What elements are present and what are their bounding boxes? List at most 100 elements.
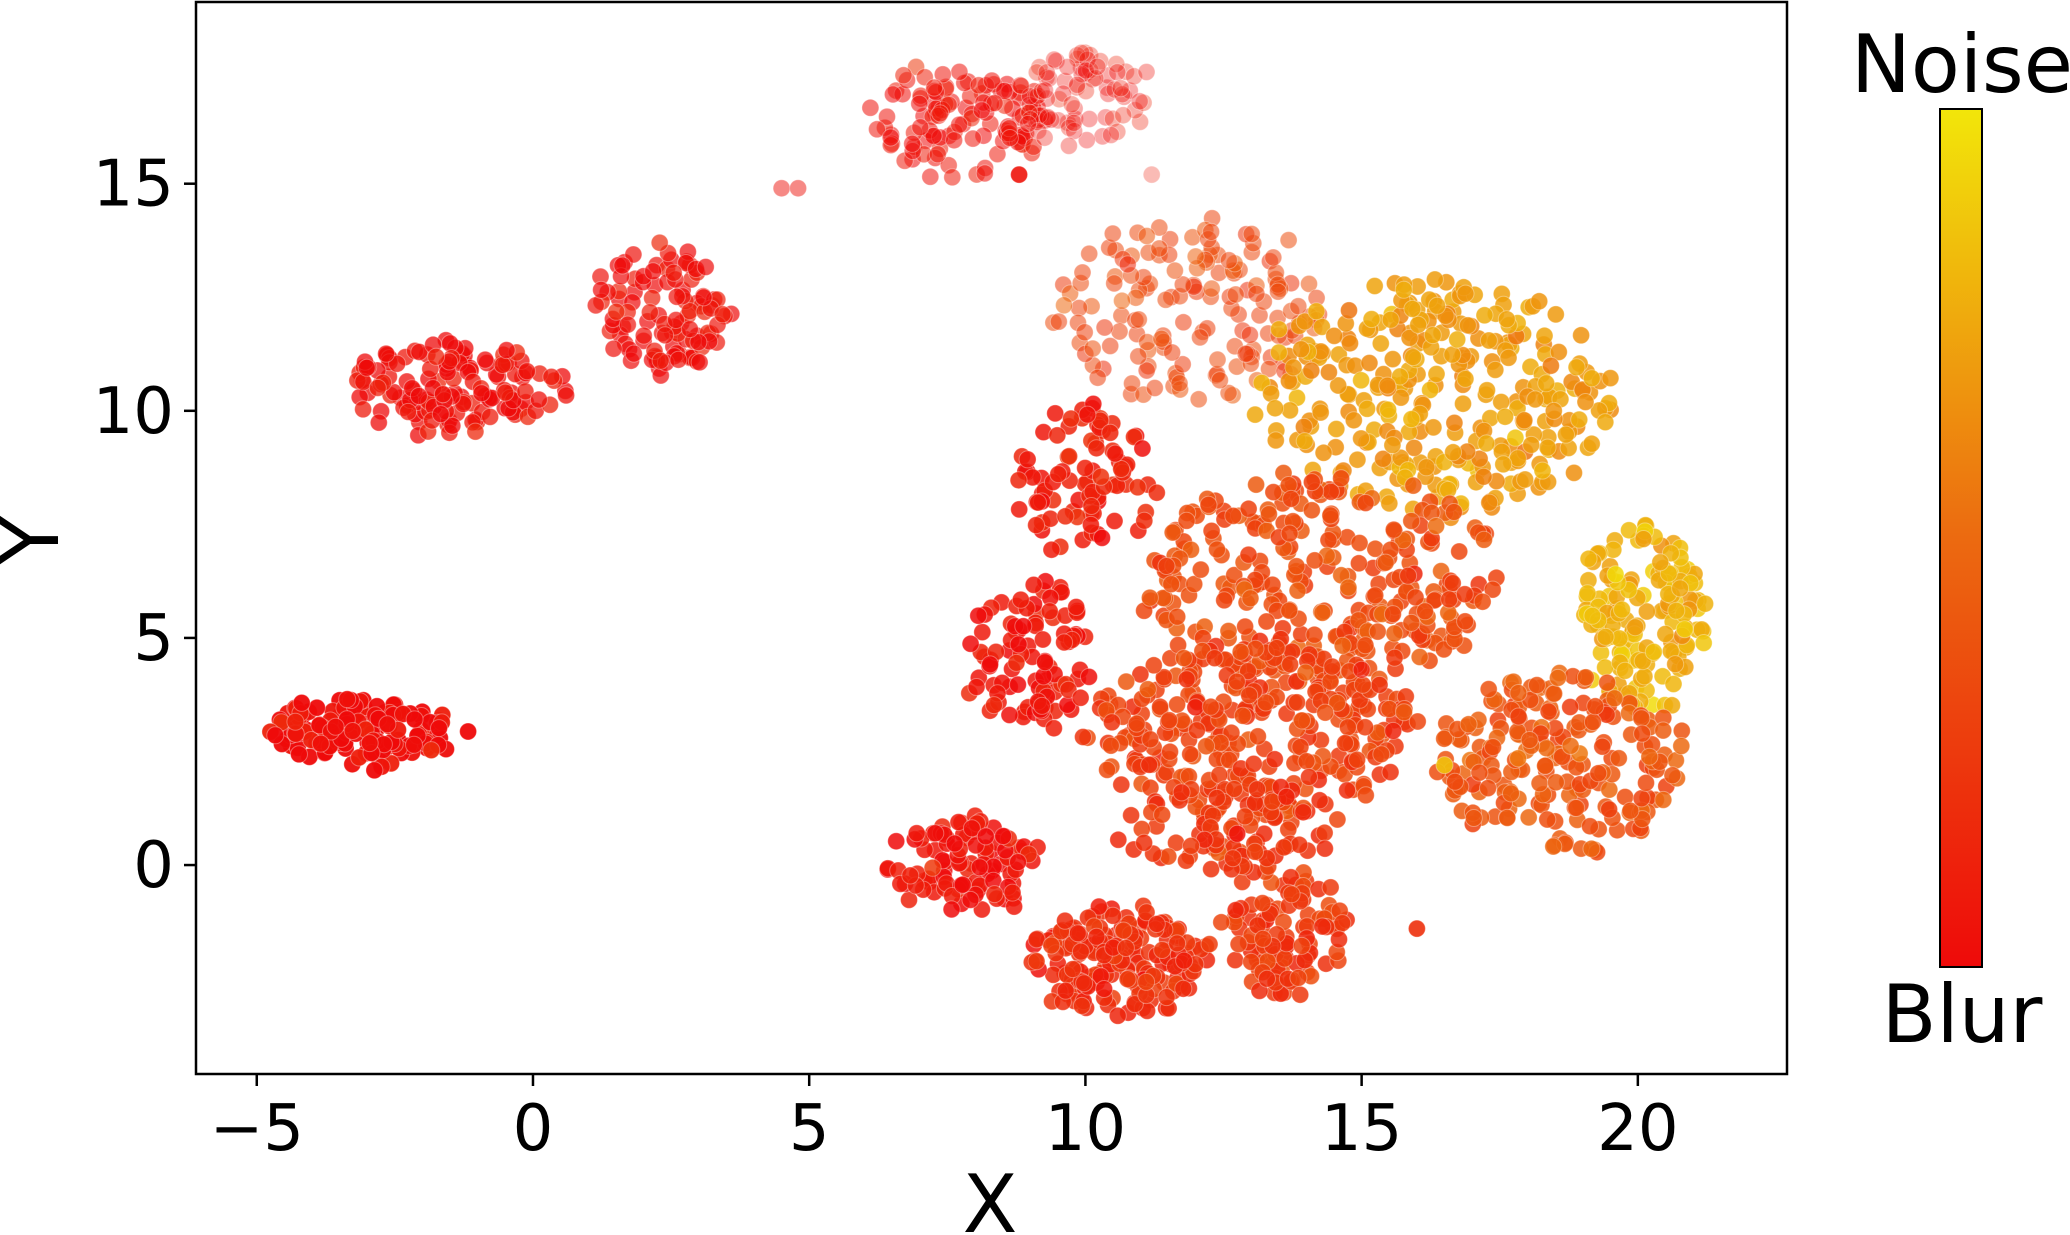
scatter-point xyxy=(923,858,942,877)
scatter-point xyxy=(1519,808,1538,827)
scatter-point xyxy=(1021,110,1040,129)
scatter-point xyxy=(1225,566,1244,585)
scatter-point xyxy=(1666,655,1685,674)
scatter-point xyxy=(493,356,512,374)
scatter-point xyxy=(1247,284,1266,303)
scatter-point xyxy=(1496,407,1515,426)
scatter-point xyxy=(1274,838,1293,857)
scatter-point xyxy=(1499,348,1518,367)
scatter-point xyxy=(1410,648,1429,666)
scatter-point xyxy=(1434,640,1453,659)
scatter-point xyxy=(1101,736,1120,755)
scatter-point xyxy=(516,382,535,401)
scatter-point xyxy=(1174,979,1193,998)
scatter-point xyxy=(1075,323,1094,342)
scatter-point xyxy=(696,258,715,276)
scatter-point xyxy=(292,693,311,712)
scatter-point xyxy=(1202,860,1221,879)
scatter-point xyxy=(1177,511,1196,530)
scatter-point xyxy=(656,326,675,345)
scatter-point xyxy=(1616,661,1634,680)
scatter-point xyxy=(1409,315,1428,334)
colorbar: Noise Blur xyxy=(1851,18,2070,1061)
scatter-point xyxy=(1352,429,1371,448)
scatter-point xyxy=(1173,275,1192,294)
scatter-point xyxy=(1137,361,1156,380)
scatter-point xyxy=(1077,131,1096,150)
scatter-point xyxy=(1122,806,1141,825)
scatter-point xyxy=(1265,750,1284,769)
scatter-point xyxy=(1027,952,1046,971)
scatter-point xyxy=(961,890,980,909)
scatter-point xyxy=(921,167,940,186)
scatter-point xyxy=(1259,505,1278,524)
scatter-point xyxy=(1379,400,1398,419)
scatter-point xyxy=(1546,305,1565,324)
scatter-point xyxy=(365,761,384,780)
scatter-point xyxy=(1473,592,1492,611)
scatter-point xyxy=(1417,458,1436,477)
scatter-point xyxy=(1356,718,1375,737)
scatter-point xyxy=(1486,360,1505,379)
scatter-point xyxy=(1444,443,1463,462)
scatter-point xyxy=(1288,581,1307,600)
scatter-point xyxy=(357,358,376,377)
scatter-point xyxy=(1567,358,1586,377)
scatter-point xyxy=(1328,810,1347,829)
scatter-point xyxy=(1020,95,1039,114)
scatter-point xyxy=(953,875,972,894)
scatter-point xyxy=(1047,52,1066,71)
scatter-point xyxy=(1656,625,1675,643)
scatter-point xyxy=(1011,76,1030,95)
scatter-point xyxy=(1526,390,1545,409)
scatter-point xyxy=(1428,296,1447,315)
scatter-point xyxy=(1280,524,1299,543)
scatter-point xyxy=(878,107,896,126)
x-tick-label: 0 xyxy=(513,1092,554,1166)
scatter-point xyxy=(1138,680,1157,699)
scatter-point xyxy=(1163,343,1182,362)
scatter-point xyxy=(1570,410,1589,429)
scatter-point xyxy=(1126,101,1144,120)
scatter-point xyxy=(1068,49,1087,68)
scatter-point xyxy=(1663,766,1682,785)
scatter-point xyxy=(1056,981,1075,1000)
scatter-point xyxy=(1484,738,1502,757)
scatter-point xyxy=(963,129,982,148)
scatter-point xyxy=(1445,413,1464,432)
scatter-point xyxy=(1302,473,1321,492)
scatter-point xyxy=(1229,935,1248,954)
scatter-point xyxy=(604,339,623,358)
scatter-points xyxy=(261,43,1715,1025)
scatter-point xyxy=(1399,566,1418,585)
scatter-point xyxy=(1425,270,1444,289)
scatter-point xyxy=(1087,927,1106,946)
scatter-point xyxy=(1349,554,1368,573)
scatter-point xyxy=(1112,460,1131,478)
scatter-point xyxy=(1076,61,1095,80)
scatter-point xyxy=(1549,343,1568,361)
scatter-point xyxy=(1427,365,1446,383)
scatter-point xyxy=(443,416,462,435)
scatter-point xyxy=(1407,919,1426,938)
scatter-point xyxy=(1072,43,1091,62)
scatter-point xyxy=(961,634,980,653)
scatter-point xyxy=(1246,405,1265,424)
scatter-point xyxy=(1087,439,1106,458)
scatter-point xyxy=(772,179,791,198)
scatter-point xyxy=(1297,752,1316,771)
scatter-point xyxy=(1402,410,1421,429)
scatter-point xyxy=(1078,405,1097,424)
scatter-point xyxy=(1140,755,1159,774)
scatter-point xyxy=(1109,830,1128,849)
scatter-point xyxy=(624,245,643,264)
scatter-point xyxy=(1128,478,1147,497)
scatter-point xyxy=(1494,455,1513,474)
scatter-point xyxy=(669,350,688,369)
scatter-point xyxy=(1405,438,1424,457)
scatter-point xyxy=(1561,698,1580,716)
scatter-point xyxy=(1583,606,1602,625)
scatter-point xyxy=(1018,450,1037,469)
scatter-point xyxy=(1208,540,1226,559)
scatter-point xyxy=(1520,731,1539,749)
